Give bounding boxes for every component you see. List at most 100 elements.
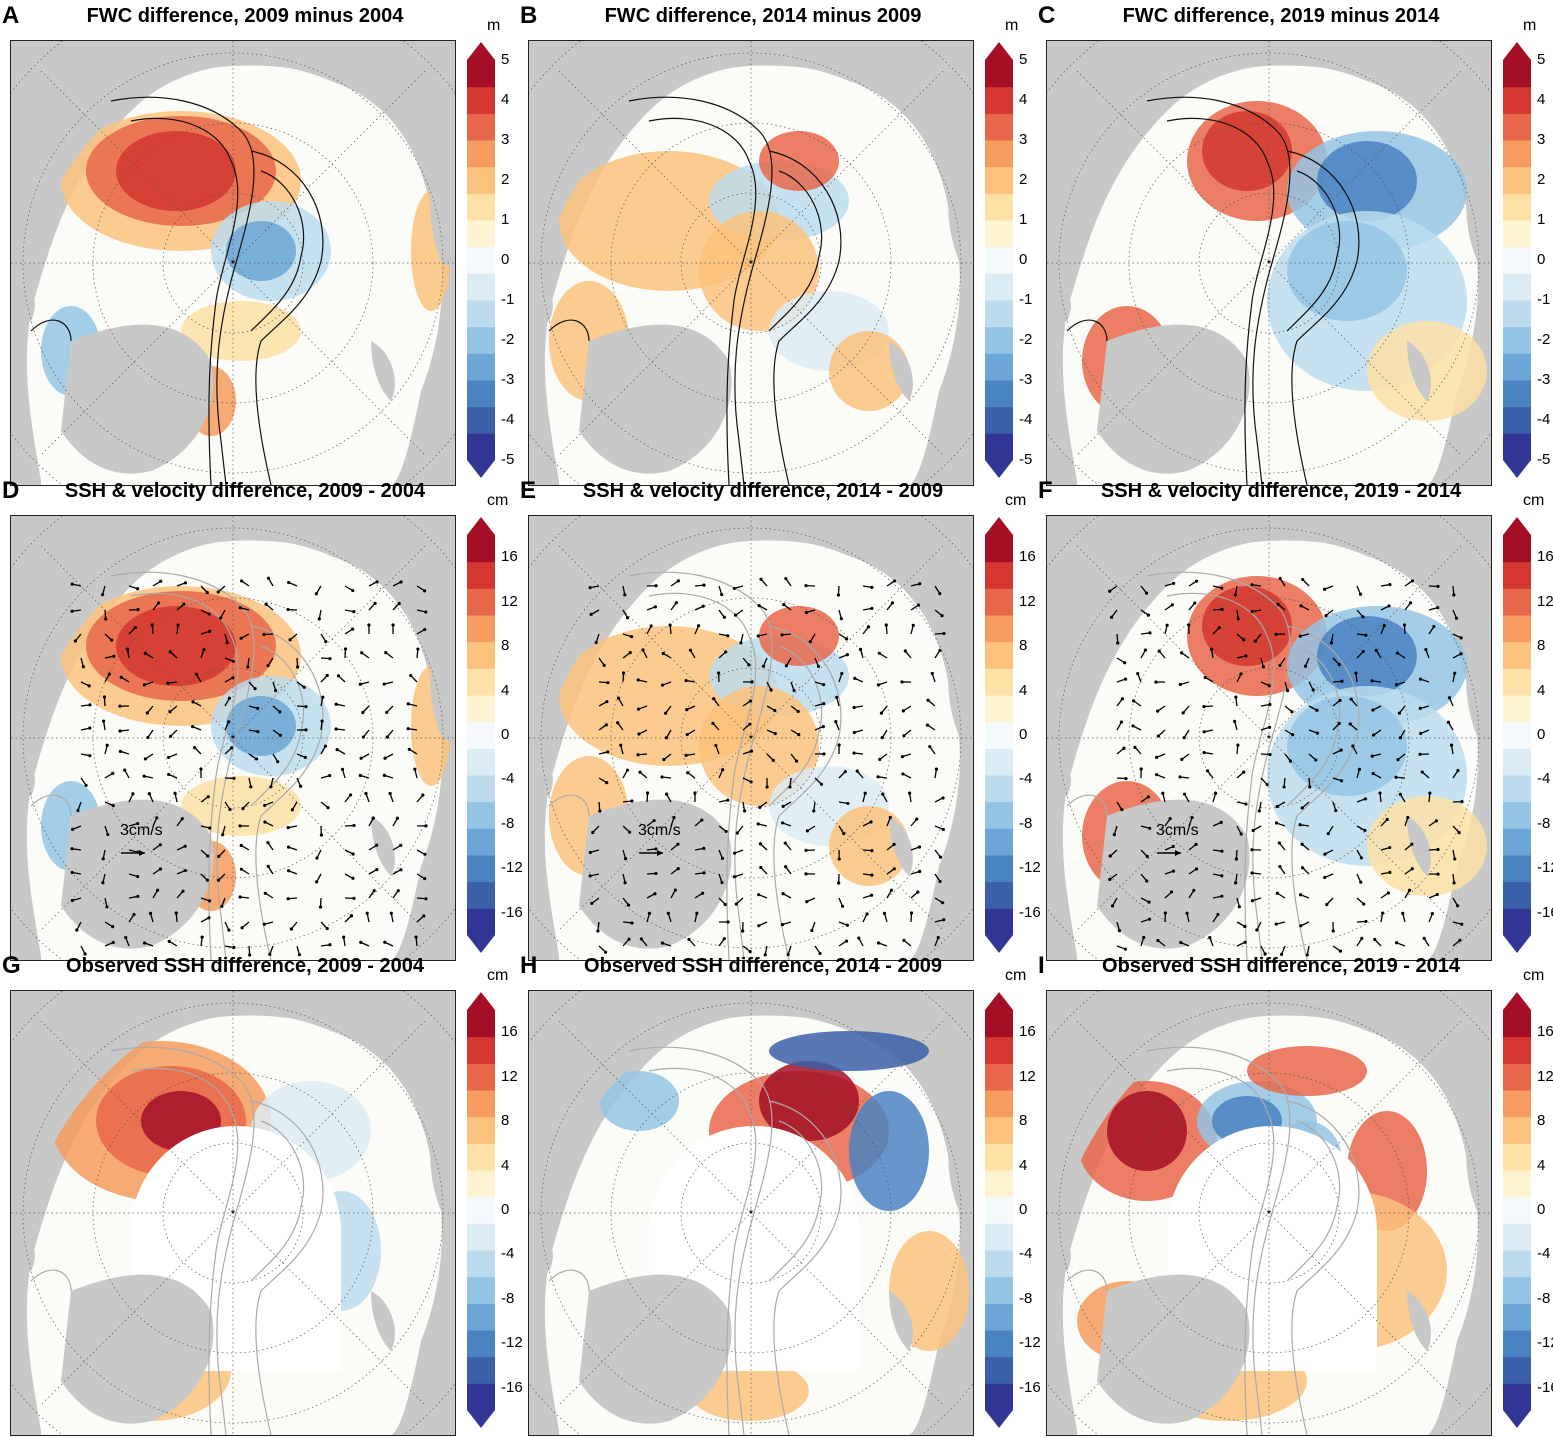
- anomaly-patch: [849, 1091, 929, 1211]
- colorbar-tick-label: 0: [1019, 726, 1028, 743]
- land-north: [529, 41, 973, 261]
- land-west: [1047, 746, 1071, 806]
- anomaly-patch: [226, 221, 296, 281]
- colorbar: [465, 40, 501, 480]
- bathymetry-contours: [30, 1046, 324, 1435]
- colorbar-max-arrow: [467, 517, 495, 535]
- anomaly-patch: [1317, 141, 1417, 221]
- map-H: *: [528, 990, 974, 1436]
- colorbar: [1501, 515, 1537, 955]
- colorbar-swatch: [467, 246, 495, 274]
- pole-marker: *: [1267, 257, 1272, 271]
- colorbar-swatch: [467, 535, 495, 563]
- colorbar-tick-label: -12: [1019, 1334, 1041, 1352]
- colorbar-tick-label: 3: [1019, 131, 1028, 148]
- colorbar-tick-label: -4: [1537, 770, 1551, 788]
- graticule: [11, 41, 455, 485]
- land-west: [529, 271, 553, 331]
- map-B: *: [528, 40, 974, 486]
- colorbar-tick-label: 12: [1537, 1067, 1553, 1085]
- colorbar-swatch: [985, 1010, 1013, 1038]
- colorbar-swatch: [985, 86, 1013, 114]
- panel-title: FWC difference, 2019 minus 2014: [1122, 5, 1440, 27]
- land-island: [1407, 816, 1431, 876]
- colorbar-swatch: [985, 1303, 1013, 1331]
- colorbar-swatch: [985, 801, 1013, 829]
- colorbar-swatch: [467, 721, 495, 749]
- colorbar: [983, 515, 1019, 955]
- colorbar-swatch: [467, 273, 495, 301]
- anomaly-patch: [1247, 1046, 1367, 1096]
- colorbar-swatch: [467, 380, 495, 408]
- colorbar-swatch: [467, 300, 495, 328]
- colorbar-swatch: [985, 668, 1013, 696]
- land-east: [430, 141, 455, 271]
- colorbar-tick-label: -16: [1537, 1378, 1553, 1396]
- colorbar-swatch: [985, 140, 1013, 168]
- bathymetry-contours: [548, 96, 842, 485]
- colorbar-swatch: [1503, 1276, 1531, 1304]
- colorbar-swatch: [1503, 775, 1531, 803]
- land-east: [948, 1091, 973, 1221]
- vector-scale-label: 3cm/s: [638, 822, 681, 839]
- colorbar-swatch: [985, 775, 1013, 803]
- colorbar-tick-label: 4: [501, 91, 510, 108]
- colorbar-swatch: [467, 1303, 495, 1331]
- colorbar-tick-label: 3: [501, 131, 510, 148]
- colorbar-swatch: [985, 326, 1013, 354]
- colorbar-swatch: [1503, 1250, 1531, 1278]
- colorbar-swatch: [1503, 406, 1531, 434]
- colorbar-tick-label: -8: [1019, 1289, 1033, 1307]
- panel-title: FWC difference, 2009 minus 2004: [86, 5, 404, 27]
- colorbar-swatch: [985, 113, 1013, 141]
- colorbar-max-arrow: [1503, 992, 1531, 1010]
- colorbar-tick-label: -4: [501, 770, 515, 788]
- colorbar-swatch: [467, 1063, 495, 1091]
- anomaly-patch: [759, 606, 839, 666]
- colorbar-tick-label: -16: [1537, 903, 1553, 921]
- panel-title: Observed SSH difference, 2019 - 2014: [1102, 955, 1460, 977]
- colorbar-tick-label: 0: [1537, 1201, 1546, 1218]
- colorbar-tick-label: 16: [1019, 548, 1036, 566]
- anomaly-patch: [759, 131, 839, 191]
- colorbar-tick-label: -8: [501, 1289, 515, 1307]
- colorbar-swatch: [467, 668, 495, 696]
- map-I: *: [1046, 990, 1492, 1436]
- pole-marker: *: [231, 1207, 236, 1221]
- land-island: [371, 1291, 395, 1351]
- land-east: [1466, 141, 1491, 271]
- colorbar-swatch: [985, 535, 1013, 563]
- colorbar-tick-label: 4: [1537, 91, 1546, 108]
- colorbar-tick-label: 2: [501, 171, 510, 188]
- land-east: [948, 141, 973, 271]
- graticule: [1047, 41, 1491, 485]
- colorbar-tick-label: 12: [1019, 592, 1036, 610]
- colorbar-tick-label: -12: [501, 859, 523, 877]
- land-east: [430, 1091, 455, 1221]
- colorbar-swatch: [985, 1356, 1013, 1384]
- colorbar-swatch: [1503, 326, 1531, 354]
- colorbar-tick-label: 5: [1019, 51, 1028, 68]
- land-east: [1466, 616, 1491, 746]
- colorbar-tick-label: -5: [1537, 451, 1551, 468]
- colorbar-tick-label: -16: [501, 1378, 523, 1396]
- colorbar-swatch: [985, 166, 1013, 194]
- graticule: [529, 41, 973, 485]
- colorbar-min-arrow: [1503, 935, 1531, 953]
- bathymetry-contours: [1066, 1046, 1360, 1435]
- colorbar-swatch: [985, 1090, 1013, 1118]
- anomaly-patch: [1107, 1091, 1187, 1171]
- colorbar-swatch: [467, 615, 495, 643]
- colorbar-swatch: [985, 1223, 1013, 1251]
- land-greenland: [61, 799, 214, 949]
- colorbar-tick-label: -1: [1019, 291, 1033, 308]
- land-north: [11, 516, 455, 736]
- land-east: [430, 616, 455, 746]
- land-island: [1407, 1291, 1431, 1351]
- colorbar-swatch: [467, 140, 495, 168]
- colorbar-swatch: [467, 326, 495, 354]
- colorbar-swatch: [467, 220, 495, 248]
- colorbar-tick-label: 1: [501, 211, 510, 228]
- colorbar-swatch: [985, 406, 1013, 434]
- colorbar-tick-label: 5: [501, 51, 510, 68]
